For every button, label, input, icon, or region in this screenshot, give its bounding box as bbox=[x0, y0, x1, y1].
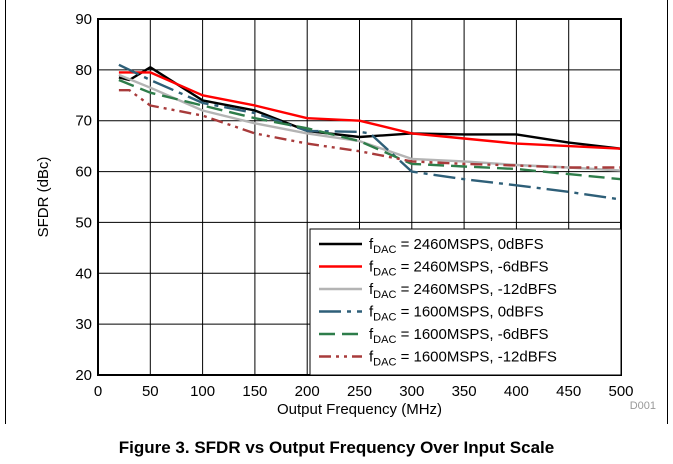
x-tick-label: 100 bbox=[190, 383, 215, 400]
y-tick-label: 20 bbox=[75, 367, 92, 384]
x-tick-label: 450 bbox=[556, 383, 581, 400]
series-line bbox=[118, 63, 622, 201]
x-tick-label: 200 bbox=[295, 383, 320, 400]
x-tick-label: 350 bbox=[452, 383, 477, 400]
x-tick-label: 400 bbox=[504, 383, 529, 400]
y-tick-label: 40 bbox=[75, 265, 92, 282]
series-line bbox=[118, 78, 622, 181]
x-axis-ticks: 0 50 100 150 200 250 300 350 400 450 500 bbox=[94, 383, 634, 400]
figure-id-label: D001 bbox=[630, 400, 656, 412]
legend-entry-label: fDAC = 2460MSPS, -12dBFS bbox=[369, 281, 557, 301]
y-tick-label: 70 bbox=[75, 113, 92, 130]
x-tick-label: 0 bbox=[94, 383, 102, 400]
legend-entry-label: fDAC = 1600MSPS, 0dBFS bbox=[369, 304, 544, 324]
y-tick-label: 30 bbox=[75, 316, 92, 333]
legend-entry-label: fDAC = 1600MSPS, -12dBFS bbox=[369, 349, 557, 369]
figure-caption: Figure 3. SFDR vs Output Frequency Over … bbox=[118, 438, 555, 457]
legend-box bbox=[309, 228, 622, 376]
legend-entry-label: fDAC = 2460MSPS, 0dBFS bbox=[369, 236, 544, 256]
sfdr-line-chart: 0 50 100 150 200 250 300 350 400 450 500 20 30 40 50 6… bbox=[35, 11, 656, 418]
x-tick-label: 250 bbox=[347, 383, 372, 400]
x-axis-label: Output Frequency (MHz) bbox=[277, 401, 442, 418]
legend-entry-label: fDAC = 1600MSPS, -6dBFS bbox=[369, 326, 549, 346]
y-tick-label: 50 bbox=[75, 214, 92, 231]
x-tick-label: 500 bbox=[608, 383, 633, 400]
series-line bbox=[118, 88, 621, 169]
y-tick-label: 90 bbox=[75, 11, 92, 28]
x-tick-label: 50 bbox=[142, 383, 159, 400]
x-tick-label: 150 bbox=[242, 383, 267, 400]
chart-series bbox=[118, 63, 622, 201]
x-tick-label: 300 bbox=[399, 383, 424, 400]
y-tick-label: 60 bbox=[75, 164, 92, 181]
y-tick-label: 80 bbox=[75, 62, 92, 79]
y-axis-ticks: 20 30 40 50 60 70 80 90 bbox=[75, 11, 92, 384]
legend-entry-label: fDAC = 2460MSPS, -6dBFS bbox=[369, 259, 549, 279]
y-axis-label: SFDR (dBc) bbox=[35, 157, 52, 238]
series-line bbox=[118, 73, 622, 172]
series-line bbox=[118, 71, 622, 150]
chart-legend: fDAC = 2460MSPS, 0dBFS fDAC = 2460MSPS, -… bbox=[309, 228, 622, 376]
figure-frame bbox=[5, 0, 668, 424]
